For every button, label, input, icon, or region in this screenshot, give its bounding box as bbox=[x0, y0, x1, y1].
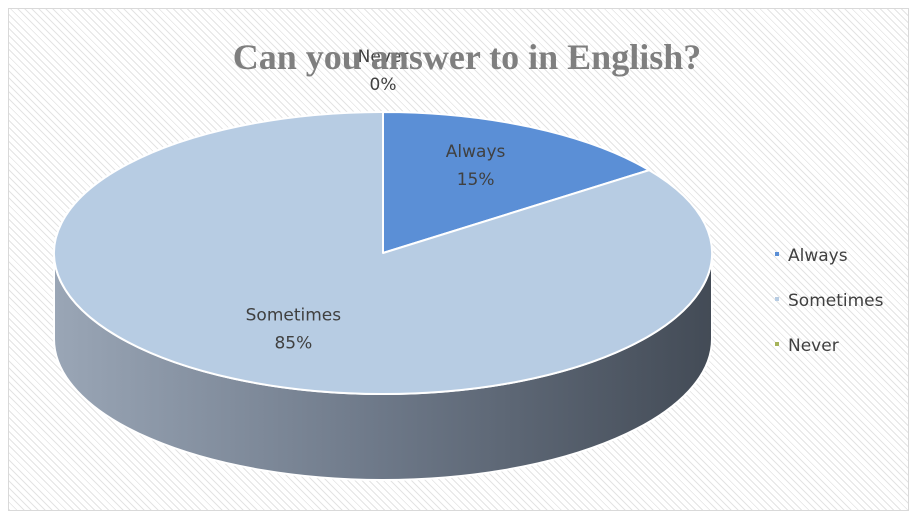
legend-marker-sometimes bbox=[775, 297, 779, 301]
legend-label-sometimes: Sometimes bbox=[788, 291, 884, 311]
data-label-category-always: Always bbox=[446, 142, 506, 162]
pie-slices bbox=[53, 111, 713, 395]
legend: Always Sometimes Never bbox=[775, 246, 884, 356]
pie-slice-sometimes bbox=[53, 111, 713, 395]
legend-label-never: Never bbox=[788, 336, 839, 356]
data-label-value-never: 0% bbox=[370, 75, 397, 95]
pie-slice-always bbox=[382, 111, 651, 254]
legend-marker-always bbox=[775, 252, 779, 256]
data-label-category-never: Never bbox=[358, 47, 409, 67]
data-labels: Always 15% Sometimes 85% Never 0% bbox=[246, 47, 506, 353]
data-label-value-always: 15% bbox=[457, 170, 495, 190]
chart-title: Can you answer to in English? bbox=[233, 37, 701, 77]
data-label-value-sometimes: 85% bbox=[274, 333, 312, 353]
legend-label-always: Always bbox=[788, 246, 848, 266]
data-label-category-sometimes: Sometimes bbox=[246, 305, 342, 325]
legend-marker-never bbox=[775, 342, 779, 346]
